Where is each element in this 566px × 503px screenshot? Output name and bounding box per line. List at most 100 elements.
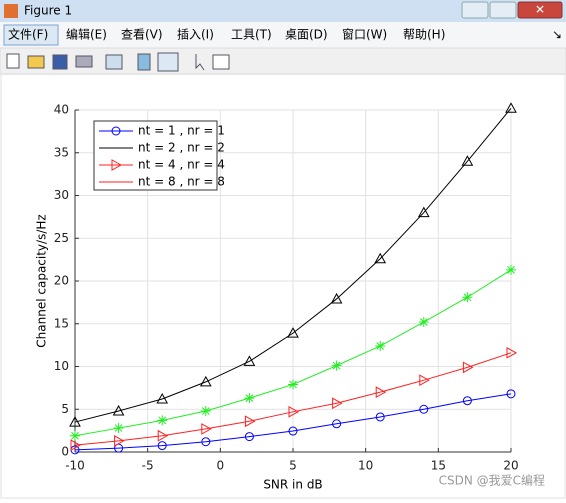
marker: [157, 441, 167, 451]
legend-label: nt = 1 , nr = 1: [138, 124, 225, 138]
marker: [201, 423, 212, 435]
x-tick-label: 15: [431, 459, 446, 473]
marker: [375, 340, 386, 351]
y-tick-label: 10: [54, 359, 69, 373]
legend-box: [93, 120, 218, 191]
marker: [288, 426, 298, 436]
marker: [244, 415, 256, 428]
menu-item[interactable]: 编辑(E): [66, 27, 107, 42]
maximize-button[interactable]: [489, 1, 517, 19]
series-line: [74, 352, 512, 446]
x-tick-label: 20: [503, 459, 518, 473]
property-icon[interactable]: [212, 54, 230, 70]
y-tick-label: 35: [54, 145, 69, 159]
marker: [111, 126, 121, 136]
print-icon[interactable]: [75, 55, 93, 68]
y-tick-label: 25: [54, 231, 69, 245]
marker: [157, 415, 168, 426]
marker: [417, 206, 430, 218]
menu-item[interactable]: 工具(T): [231, 28, 272, 42]
colorbar-icon[interactable]: [137, 53, 151, 71]
marker: [419, 374, 430, 387]
legend-label: nt = 2 , nr = 2: [138, 141, 225, 155]
minimize-button[interactable]: [461, 1, 489, 19]
marker: [330, 292, 343, 304]
menu-item[interactable]: 桌面(D): [285, 28, 328, 42]
menu-arrow: ↘: [552, 28, 562, 42]
menu-item[interactable]: 帮助(H): [403, 28, 445, 42]
marker: [114, 435, 125, 447]
menu-item[interactable]: 插入(I): [177, 28, 214, 42]
watermark: CSDN @我爱C编程: [439, 473, 545, 488]
marker: [418, 317, 429, 328]
marker: [70, 439, 82, 452]
marker: [288, 379, 298, 390]
marker: [332, 397, 343, 410]
marker: [505, 102, 517, 113]
marker: [506, 346, 518, 359]
menu-item[interactable]: 文件(F): [8, 27, 48, 42]
marker: [462, 361, 474, 374]
marker: [157, 429, 169, 442]
legend-label: nt = 8 , nr = 8: [138, 175, 225, 189]
menu-bar: [0, 22, 566, 48]
y-tick-label: 5: [61, 402, 69, 416]
legend-label: nt = 4 , nr = 4: [138, 158, 225, 172]
toolbar-icons: [6, 52, 230, 72]
menu-item[interactable]: 窗口(W): [342, 28, 387, 42]
menu-highlight: [3, 24, 59, 46]
marker: [244, 393, 255, 404]
open-icon[interactable]: [27, 55, 45, 69]
marker: [156, 392, 169, 404]
x-tick-label: 5: [289, 459, 297, 473]
marker: [113, 423, 124, 434]
marker: [419, 404, 429, 414]
y-tick-label: 0: [61, 445, 69, 459]
link-icon[interactable]: [105, 54, 123, 70]
series-line: [74, 107, 512, 423]
marker: [244, 432, 254, 442]
title-bar: [0, 0, 566, 22]
marker: [201, 437, 211, 447]
marker: [288, 405, 300, 418]
marker: [506, 264, 516, 275]
legend: nt = 1 , nr = 1 nt = 2 , nr = 2 nt = 4 , n…: [93, 120, 225, 191]
close-icon: ✕: [535, 3, 545, 17]
marker: [70, 430, 80, 441]
marker: [332, 419, 342, 429]
marker: [112, 404, 125, 416]
y-tick-label: 20: [54, 274, 69, 288]
x-axis-label: SNR in dB: [263, 478, 322, 492]
marker: [243, 355, 256, 366]
marker: [287, 327, 299, 338]
marker: [461, 155, 474, 166]
x-tick-label: 10: [358, 459, 373, 473]
close-button[interactable]: [517, 1, 563, 19]
x-tick-label: 0: [217, 459, 225, 473]
window-title: Figure 1: [24, 4, 72, 18]
app-icon: [4, 4, 18, 18]
marker: [375, 386, 387, 398]
marker: [462, 292, 473, 303]
marker: [462, 396, 472, 406]
marker: [69, 416, 81, 427]
new-icon[interactable]: [6, 53, 20, 69]
x-tick-label: -5: [142, 459, 154, 473]
save-icon[interactable]: [52, 54, 68, 70]
y-tick-label: 15: [54, 316, 69, 330]
marker: [374, 252, 387, 264]
pointer-icon[interactable]: [195, 54, 205, 71]
legend-icon[interactable]: [157, 52, 179, 72]
marker: [199, 375, 212, 387]
y-tick-label: 40: [54, 103, 69, 117]
menu-item[interactable]: 查看(V): [121, 28, 163, 42]
marker: [506, 389, 516, 399]
marker: [200, 405, 211, 416]
marker: [111, 159, 123, 171]
toolbar: [0, 47, 566, 75]
marker: [331, 360, 342, 371]
series-line: [74, 393, 512, 451]
y-tick-label: 30: [54, 188, 69, 202]
x-tick-label: -10: [65, 459, 85, 473]
